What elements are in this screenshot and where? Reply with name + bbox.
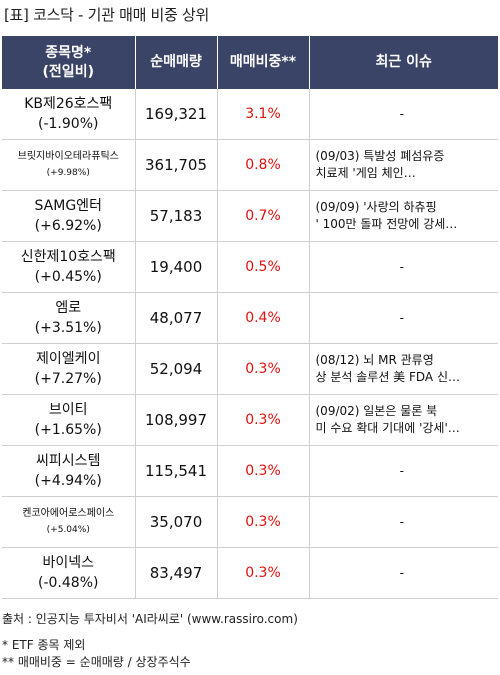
issue-line-1: -: [399, 259, 404, 274]
header-name-line2: (전일비): [42, 63, 94, 80]
recent-issue[interactable]: (08/12) 뇌 MR 관류영 상 분석 솔루션 美 FDA 신…: [309, 343, 498, 395]
issue-line-2: ' 100만 돌파 전망에 강세…: [315, 217, 458, 231]
table-row: KB제26호스팩 (-1.90%) 169,321 3.1% -: [2, 89, 498, 140]
net-volume: 35,070: [135, 496, 218, 548]
stock-name-cell: 브릿지바이오테라퓨틱스 (+9.98%): [2, 139, 136, 191]
header-volume: 순매매량: [135, 36, 218, 89]
recent-issue[interactable]: (09/09) '사랑의 하츄핑 ' 100만 돌파 전망에 강세…: [309, 190, 498, 242]
issue-line-1: (09/03) 특발성 폐섬유증: [315, 149, 445, 163]
trade-ratio: 0.3%: [217, 343, 310, 395]
stock-name-cell: 브이티 (+1.65%): [2, 394, 136, 446]
stock-name: SAMG엔터: [34, 198, 102, 214]
issue-line-2: 치료제 '게임 체인…: [315, 166, 416, 180]
issue-line-2: 상 분석 솔루션 美 FDA 신…: [315, 370, 461, 384]
net-volume: 48,077: [135, 292, 218, 344]
table-row: 바이넥스 (-0.48%) 83,497 0.3% -: [2, 547, 498, 599]
stock-name-cell: 엠로 (+3.51%): [2, 292, 136, 344]
table-row: 제이엘케이 (+7.27%) 52,094 0.3% (08/12) 뇌 MR …: [2, 343, 498, 395]
recent-issue: -: [309, 241, 498, 293]
trade-ratio: 0.3%: [217, 496, 310, 548]
stock-change: (+7.27%): [34, 371, 102, 387]
stock-name-cell: 씨피시스템 (+4.94%): [2, 445, 136, 497]
header-name-line1: 종목명*: [45, 44, 92, 61]
issue-line-1: -: [399, 106, 404, 121]
stock-change: (+6.92%): [34, 218, 102, 234]
trade-ratio: 0.8%: [217, 139, 310, 191]
stock-name: 브이티: [48, 402, 88, 418]
stock-name-cell: 켄코아에어로스페이스 (+5.04%): [2, 496, 136, 548]
stock-change: (-1.90%): [38, 116, 99, 132]
stock-change: (+3.51%): [34, 320, 102, 336]
trade-ratio: 0.4%: [217, 292, 310, 344]
stock-name-cell: SAMG엔터 (+6.92%): [2, 190, 136, 242]
net-volume: 57,183: [135, 190, 218, 242]
net-volume: 115,541: [135, 445, 218, 497]
stock-name: 제이엘케이: [36, 351, 101, 367]
table-row: 씨피시스템 (+4.94%) 115,541 0.3% -: [2, 445, 498, 497]
recent-issue: -: [309, 89, 498, 140]
trade-ratio: 0.3%: [217, 547, 310, 599]
issue-line-1: -: [399, 565, 404, 580]
trade-ratio: 3.1%: [217, 89, 310, 140]
issue-line-1: (09/02) 일본은 물론 북: [315, 404, 438, 418]
net-volume: 83,497: [135, 547, 218, 599]
table-header-row: 종목명* (전일비) 순매매량 매매비중** 최근 이슈: [2, 36, 498, 89]
trade-ratio: 0.3%: [217, 394, 310, 446]
stock-name: 브릿지바이오테라퓨틱스: [17, 151, 119, 162]
recent-issue[interactable]: (09/02) 일본은 물론 북 미 수요 확대 기대에 '강세'…: [309, 394, 498, 446]
table-row: 브이티 (+1.65%) 108,997 0.3% (09/02) 일본은 물론…: [2, 394, 498, 446]
issue-line-1: (08/12) 뇌 MR 관류영: [315, 353, 434, 367]
net-volume: 361,705: [135, 139, 218, 191]
trade-ratio: 0.7%: [217, 190, 310, 242]
issue-line-1: -: [399, 463, 404, 478]
trade-ratio: 0.5%: [217, 241, 310, 293]
stock-change: (+0.45%): [34, 269, 102, 285]
stock-name: 엠로: [55, 300, 82, 316]
net-volume: 19,400: [135, 241, 218, 293]
stock-name: KB제26호스팩: [24, 96, 113, 112]
table-row: 신한제10호스팩 (+0.45%) 19,400 0.5% -: [2, 241, 498, 293]
stock-name-cell: KB제26호스팩 (-1.90%): [2, 89, 136, 140]
recent-issue: -: [309, 292, 498, 344]
recent-issue: -: [309, 547, 498, 599]
stock-name: 씨피시스템: [36, 453, 101, 469]
stock-name: 켄코아에어로스페이스: [22, 508, 115, 519]
stock-name: 바이넥스: [42, 555, 95, 571]
header-ratio: 매매비중**: [217, 36, 310, 89]
issue-line-1: -: [399, 514, 404, 529]
footnote-etf: * ETF 종목 제외: [2, 638, 86, 652]
stock-name-cell: 제이엘케이 (+7.27%): [2, 343, 136, 395]
source-note: 출처 : 인공지능 투자비서 'AI라씨로' (www.rassiro.com): [2, 612, 298, 626]
table-row: 브릿지바이오테라퓨틱스 (+9.98%) 361,705 0.8% (09/03…: [2, 139, 498, 191]
header-name: 종목명* (전일비): [2, 36, 136, 89]
net-volume: 169,321: [135, 89, 218, 140]
table-title: [표] 코스닥 - 기관 매매 비중 상위: [4, 6, 210, 24]
footnote-ratio: ** 매매비중 = 순매매량 / 상장주식수: [2, 655, 191, 669]
trade-ratio: 0.3%: [217, 445, 310, 497]
table-row: SAMG엔터 (+6.92%) 57,183 0.7% (09/09) '사랑의…: [2, 190, 498, 242]
stock-change: (+4.94%): [34, 473, 102, 489]
net-volume: 108,997: [135, 394, 218, 446]
net-volume: 52,094: [135, 343, 218, 395]
issue-line-2: 미 수요 확대 기대에 '강세'…: [315, 421, 460, 435]
recent-issue[interactable]: (09/03) 특발성 폐섬유증 치료제 '게임 체인…: [309, 139, 498, 191]
stock-change: (-0.48%): [38, 575, 99, 591]
recent-issue: -: [309, 496, 498, 548]
recent-issue: -: [309, 445, 498, 497]
stock-change: (+5.04%): [46, 525, 90, 535]
table-row: 켄코아에어로스페이스 (+5.04%) 35,070 0.3% -: [2, 496, 498, 548]
header-issue: 최근 이슈: [309, 36, 498, 89]
ranking-table: 종목명* (전일비) 순매매량 매매비중** 최근 이슈 KB제26호스팩 (-…: [2, 36, 498, 599]
table-row: 엠로 (+3.51%) 48,077 0.4% -: [2, 292, 498, 344]
stock-change: (+9.98%): [46, 168, 90, 178]
stock-name-cell: 신한제10호스팩 (+0.45%): [2, 241, 136, 293]
issue-line-1: -: [399, 310, 404, 325]
issue-line-1: (09/09) '사랑의 하츄핑: [315, 200, 437, 214]
stock-change: (+1.65%): [34, 422, 102, 438]
stock-name: 신한제10호스팩: [20, 249, 116, 265]
stock-name-cell: 바이넥스 (-0.48%): [2, 547, 136, 599]
